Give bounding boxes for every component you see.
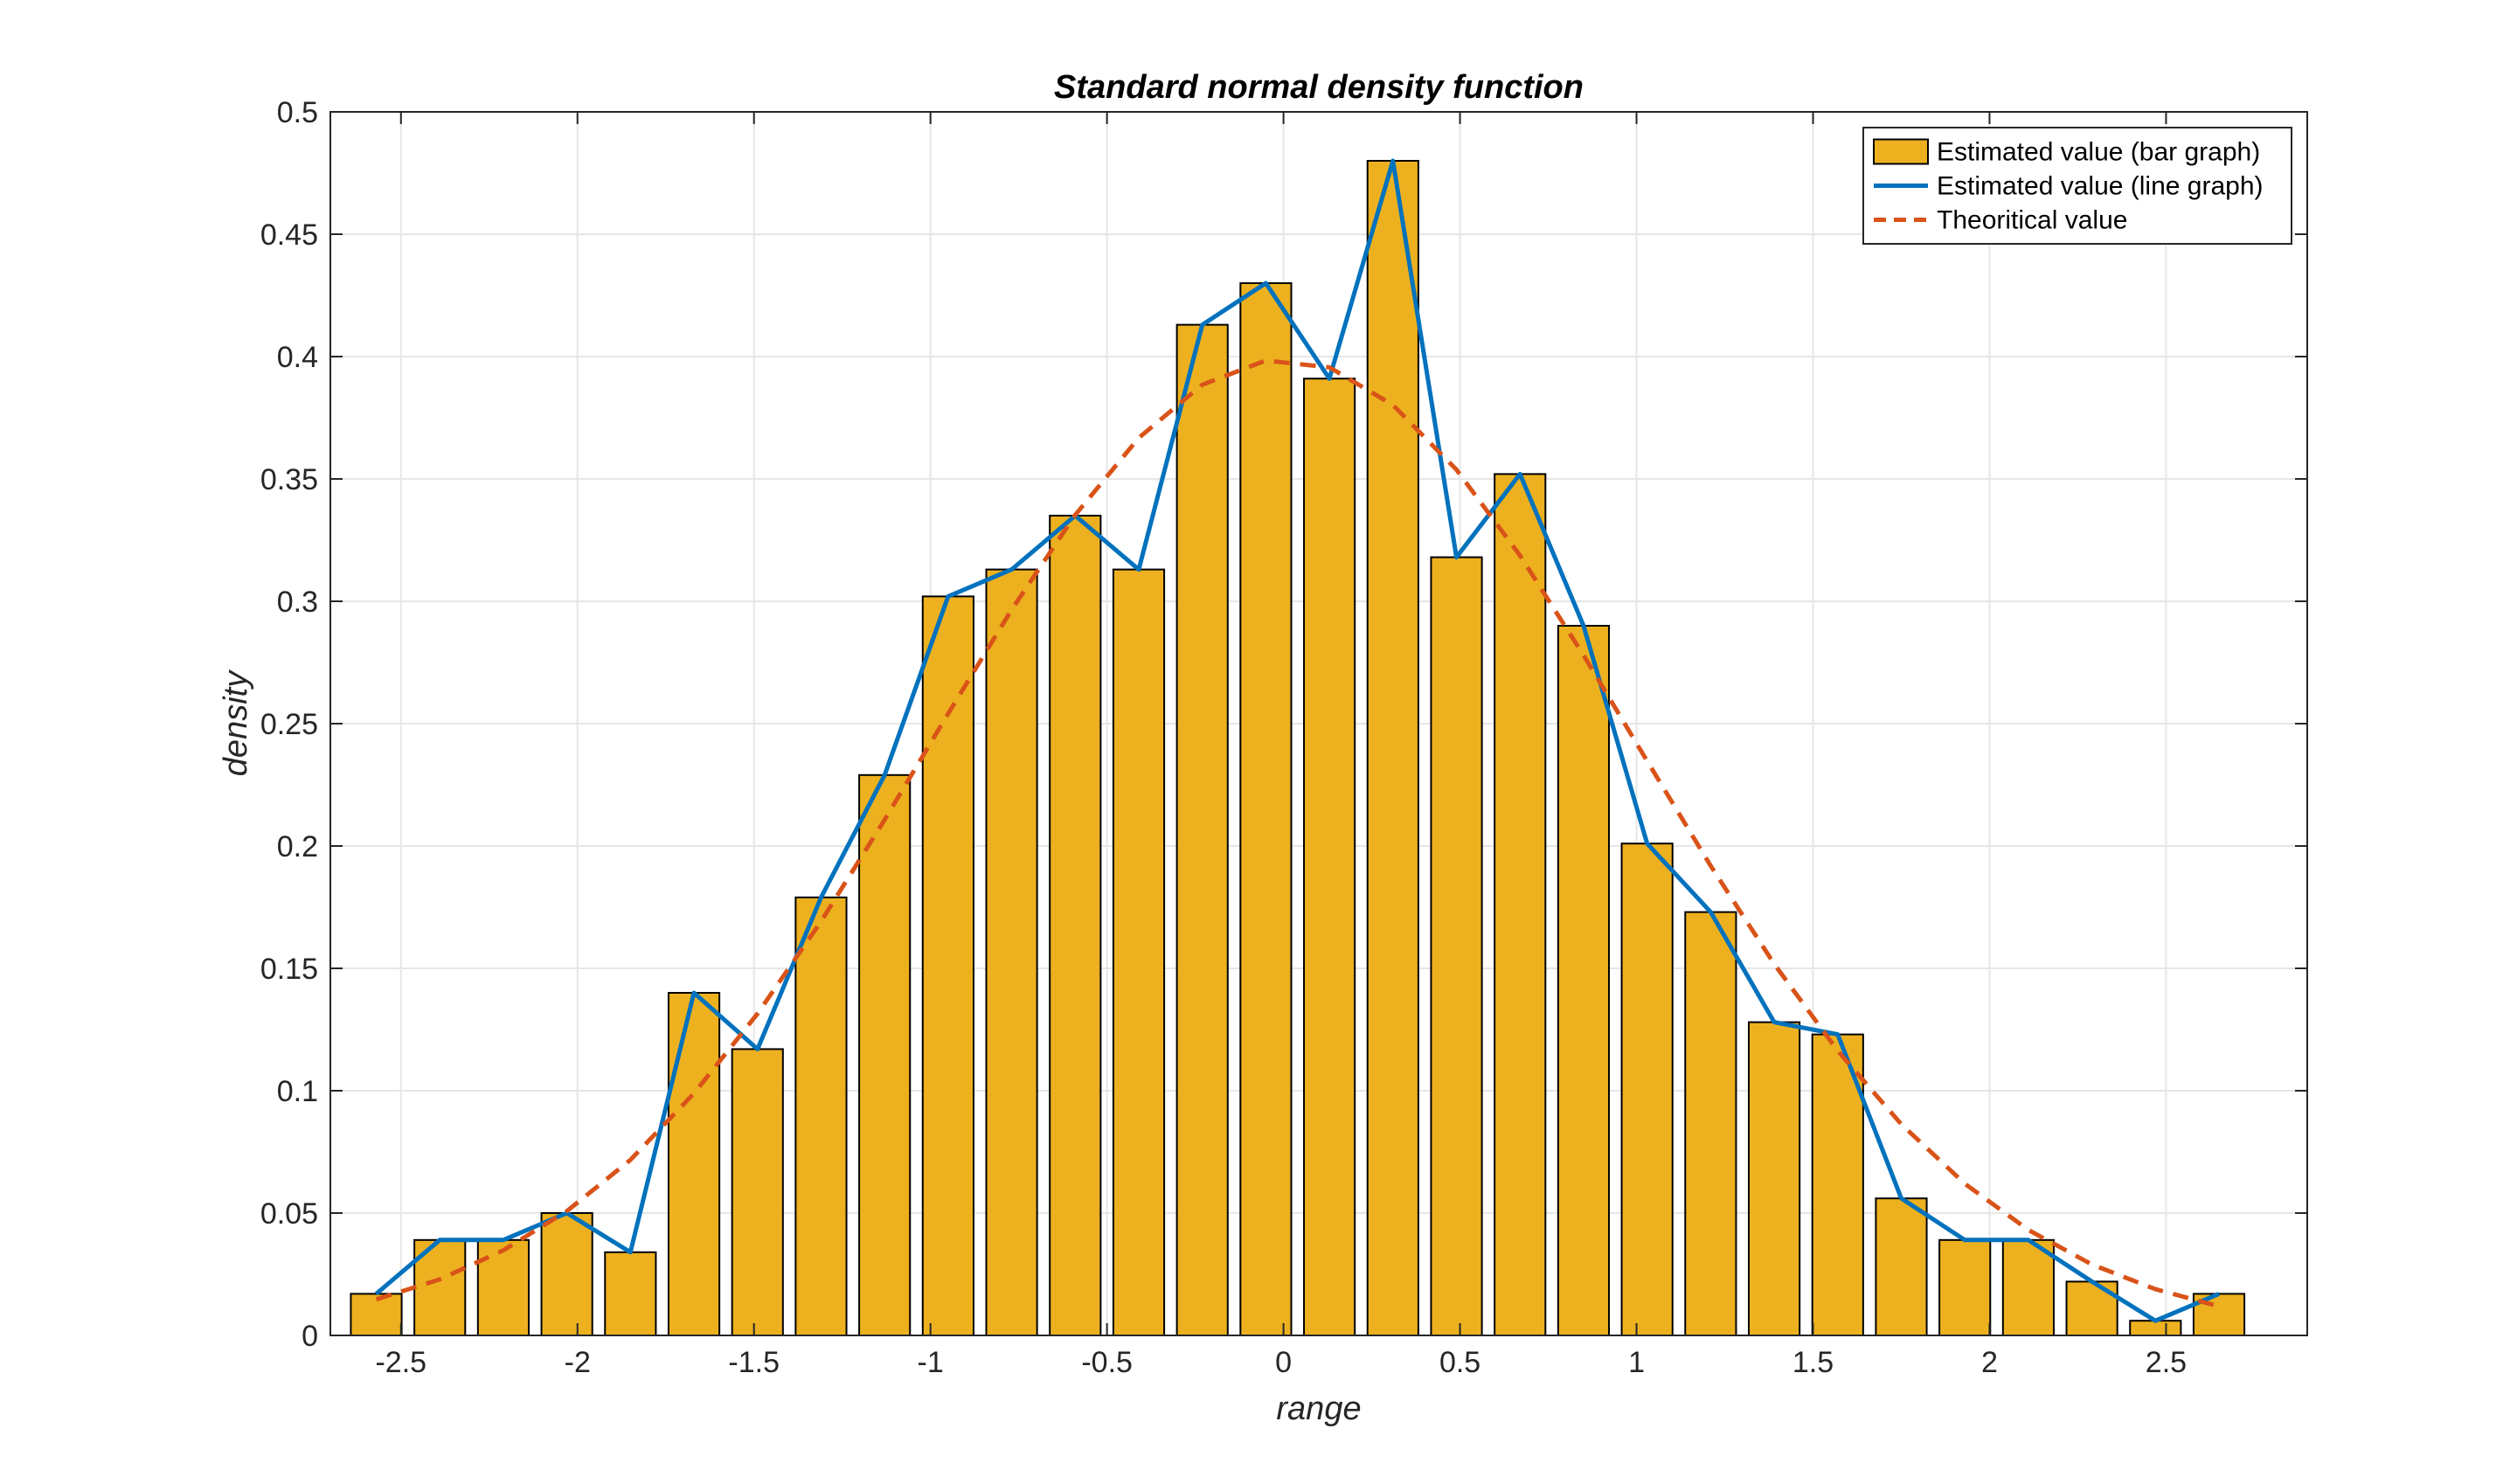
bar bbox=[540, 1212, 593, 1336]
y-tick-label: 0.2 bbox=[277, 830, 318, 863]
y-tick-label: 0.45 bbox=[260, 218, 318, 252]
bar bbox=[2001, 1238, 2055, 1337]
bar bbox=[1684, 911, 1737, 1336]
legend: Estimated value (bar graph) Estimated val… bbox=[1862, 127, 2292, 245]
x-tick-label: 2.5 bbox=[2146, 1346, 2187, 1379]
bar bbox=[1620, 843, 1674, 1336]
legend-label: Estimated value (bar graph) bbox=[1937, 138, 2260, 167]
bar bbox=[794, 896, 848, 1337]
bar bbox=[1366, 160, 1419, 1336]
axes-frame bbox=[329, 111, 2308, 1336]
bar bbox=[1303, 378, 1356, 1337]
theoretical-line bbox=[375, 358, 2220, 1309]
line-series bbox=[374, 158, 2220, 1323]
legend-box bbox=[1862, 127, 2292, 245]
y-tick-label: 0.05 bbox=[260, 1197, 318, 1231]
y-tick-label: 0.15 bbox=[260, 953, 318, 986]
x-tick-label: 0.5 bbox=[1439, 1346, 1480, 1379]
tick-labels: -2.5 -2 -1.5 -1 -0.5 0 0.5 1 1.5 2 2.5 0 0.05 0.1 0.15… bbox=[260, 96, 2187, 1379]
bar bbox=[731, 1048, 784, 1337]
chart-title: Standard normal density function bbox=[1054, 69, 1584, 106]
bar bbox=[350, 1293, 403, 1337]
y-tick-label: 0.5 bbox=[277, 96, 318, 129]
legend-swatch-bar bbox=[1873, 138, 1929, 165]
bar bbox=[1239, 282, 1293, 1336]
y-tick-label: 0.25 bbox=[260, 708, 318, 741]
y-tick-label: 0.35 bbox=[260, 463, 318, 496]
y-axis-label: density bbox=[218, 669, 254, 776]
bar bbox=[2129, 1320, 2182, 1336]
y-tick-label: 0.1 bbox=[277, 1075, 318, 1108]
bar bbox=[1875, 1197, 1928, 1336]
y-tick-label: 0 bbox=[302, 1320, 318, 1353]
bar bbox=[1494, 473, 1547, 1336]
x-tick-label: -1 bbox=[918, 1346, 944, 1379]
x-tick-label: -2 bbox=[565, 1346, 591, 1379]
bar bbox=[1557, 625, 1611, 1336]
legend-label: Estimated value (line graph) bbox=[1937, 172, 2264, 201]
bar bbox=[1175, 323, 1229, 1337]
bar bbox=[858, 773, 912, 1336]
x-tick-label: 1 bbox=[1628, 1346, 1645, 1379]
x-tick-label: 2 bbox=[1981, 1346, 1998, 1379]
bar bbox=[1747, 1021, 1801, 1336]
x-tick-label: -1.5 bbox=[728, 1346, 780, 1379]
bar bbox=[1938, 1238, 1992, 1337]
bar bbox=[476, 1238, 530, 1337]
y-tick-label: 0.4 bbox=[277, 341, 318, 374]
y-tick-label: 0.3 bbox=[277, 586, 318, 619]
bar bbox=[2065, 1280, 2118, 1337]
bar bbox=[1430, 556, 1483, 1336]
x-tick-label: -0.5 bbox=[1081, 1346, 1133, 1379]
bar bbox=[604, 1251, 657, 1337]
bar bbox=[1049, 515, 1102, 1336]
x-tick-label: -2.5 bbox=[375, 1346, 426, 1379]
legend-label: Theoritical value bbox=[1937, 206, 2127, 235]
x-tick-label: 0 bbox=[1275, 1346, 1292, 1379]
bar bbox=[985, 568, 1038, 1336]
bar bbox=[667, 992, 721, 1336]
bar bbox=[921, 595, 974, 1336]
bar bbox=[1112, 568, 1166, 1336]
x-axis-label: range bbox=[1276, 1390, 1361, 1427]
estimated-line bbox=[374, 158, 2220, 1323]
x-tick-label: 1.5 bbox=[1792, 1346, 1834, 1379]
